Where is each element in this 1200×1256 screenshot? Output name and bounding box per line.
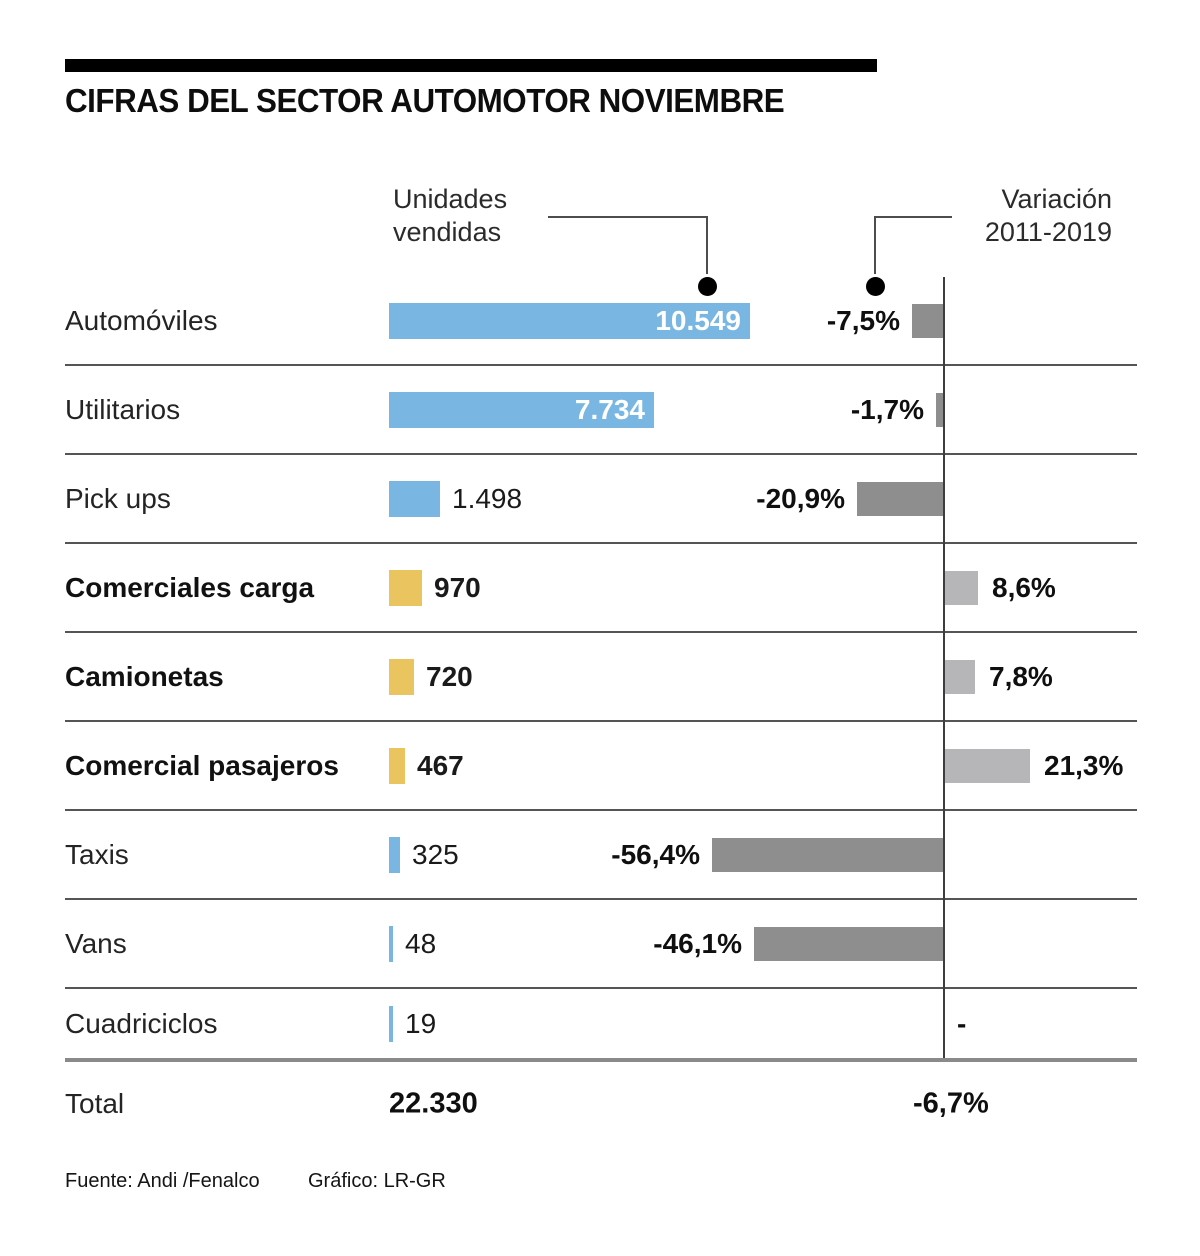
variation-value: -46,1% (653, 927, 742, 959)
variation-value: - (957, 1007, 967, 1039)
category-label: Cuadriciclos (65, 1007, 218, 1039)
variation-bar (712, 837, 943, 872)
chart-row: Camionetas 720 7,8% (65, 633, 1137, 722)
units-bar: 10.549 (389, 302, 750, 339)
category-label: Taxis (65, 838, 129, 870)
variation-value: 21,3% (1044, 749, 1124, 781)
footer: Fuente: Andi /Fenalco Gráfico: LR-GR (0, 1170, 1200, 1200)
graphic-credit: Gráfico: LR-GR (308, 1170, 446, 1192)
category-label: Vans (65, 927, 127, 959)
chart-row: Taxis 325 -56,4% (65, 811, 1137, 900)
units-bar (389, 925, 393, 962)
source-credit: Fuente: Andi /Fenalco (65, 1170, 260, 1192)
variation-bar (936, 392, 943, 427)
variation-value: 8,6% (992, 571, 1056, 603)
variation-value: -56,4% (611, 838, 700, 870)
units-bar (389, 836, 400, 873)
chart-row: Utilitarios 7.734 -1,7% (65, 366, 1137, 455)
variation-value: -20,9% (756, 482, 845, 514)
variation-annotation-line2: 2011-2019 (984, 217, 1112, 247)
units-bar: 7.734 (389, 391, 654, 428)
variation-bar (943, 748, 1030, 783)
total-separator (65, 1058, 1137, 1062)
units-value: 10.549 (655, 304, 741, 336)
total-row: Total 22.330 -6,7% (0, 1062, 1200, 1146)
chart-row: Cuadriciclos 19 - (65, 989, 1137, 1058)
units-value: 19 (405, 1007, 437, 1039)
units-sold-annotation-line2: vendidas (393, 217, 502, 247)
units-callout-dot (698, 277, 717, 296)
units-sold-annotation-line1: Unidades (393, 184, 508, 214)
category-label: Utilitarios (65, 393, 181, 425)
page-title: CIFRAS DEL SECTOR AUTOMOTOR NOVIEMBRE (65, 82, 785, 119)
units-bar (389, 569, 422, 606)
variation-bar (912, 303, 943, 338)
variation-annotation: Variación 2011-2019 (985, 183, 1112, 249)
units-value: 1.498 (452, 482, 523, 514)
chart-row: Vans 48 -46,1% (65, 900, 1137, 989)
units-bar (389, 480, 440, 517)
units-value: 720 (426, 660, 473, 692)
variation-value: 7,8% (989, 660, 1053, 692)
variation-bar (943, 659, 975, 694)
units-value: 467 (417, 749, 464, 781)
units-value: 970 (434, 571, 481, 603)
variation-bar (754, 926, 943, 961)
chart-row: Automóviles 10.549 -7,5% (65, 277, 1137, 366)
total-label: Total (65, 1088, 125, 1119)
variation-value: -1,7% (850, 393, 924, 425)
units-callout-line-horizontal (548, 216, 708, 218)
variation-callout-line-horizontal (874, 216, 952, 218)
category-label: Comerciales carga (65, 571, 315, 603)
variation-bar (943, 570, 978, 605)
total-variation-value: -6,7% (913, 1087, 989, 1120)
units-value: 7.734 (574, 393, 645, 425)
title-accent-bar (65, 59, 877, 72)
units-callout-line-vertical (706, 216, 708, 274)
units-value: 48 (405, 927, 437, 959)
category-label: Pick ups (65, 482, 171, 514)
variation-bar (857, 481, 943, 516)
variation-value: -7,5% (826, 304, 900, 336)
category-label: Comercial pasajeros (65, 749, 339, 781)
variation-zero-axis (943, 277, 945, 1058)
chart-rows: Automóviles 10.549 -7,5% Utilitarios 7.734 -1… (65, 277, 1137, 1058)
chart-row: Comercial pasajeros 467 21,3% (65, 722, 1137, 811)
variation-callout-line-vertical (874, 216, 876, 274)
units-bar (389, 1005, 393, 1042)
units-value: 325 (412, 838, 459, 870)
category-label: Camionetas (65, 660, 224, 692)
chart-row: Pick ups 1.498 -20,9% (65, 455, 1137, 544)
units-bar (389, 747, 405, 784)
total-units-value: 22.330 (389, 1087, 478, 1120)
units-sold-annotation: Unidades vendidas (393, 183, 507, 249)
category-label: Automóviles (65, 304, 218, 336)
variation-annotation-line1: Variación (1001, 184, 1112, 214)
variation-callout-dot (866, 277, 885, 296)
units-bar (389, 658, 414, 695)
chart-row: Comerciales carga 970 8,6% (65, 544, 1137, 633)
